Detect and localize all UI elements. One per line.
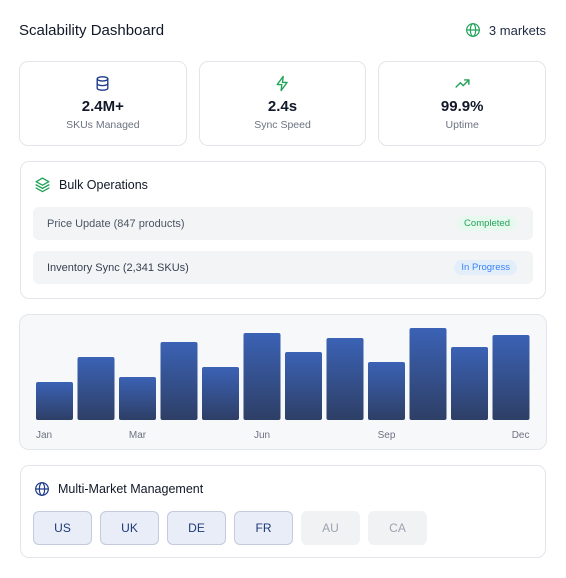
bar-chart-svg: Jan Mar Jun Sep Dec xyxy=(36,328,530,441)
status-badge: In Progress xyxy=(454,260,517,275)
stat-label: Uptime xyxy=(445,119,479,131)
bar-oct[interactable] xyxy=(409,328,447,420)
stats-row: 2.4M+ SKUs Managed 2.4s Sync Speed 99.9%… xyxy=(19,61,547,146)
status-badge: Completed xyxy=(457,216,517,231)
globe-icon xyxy=(465,23,480,37)
multi-market-header: Multi-Market Management xyxy=(34,481,203,497)
bar-jun[interactable] xyxy=(243,333,281,420)
stat-value: 99.9% xyxy=(440,98,484,115)
multi-market-panel: Multi-Market Management US UK DE FR AU CA xyxy=(20,465,546,558)
bar-jul[interactable] xyxy=(285,352,322,420)
globe-icon xyxy=(35,482,49,496)
stat-label: SKUs Managed xyxy=(66,119,140,131)
bulk-operations-panel: Bulk Operations Price Update (847 produc… xyxy=(20,161,546,299)
bar-feb[interactable] xyxy=(77,357,115,420)
operation-row[interactable]: Price Update (847 products) Completed xyxy=(33,207,533,240)
bar-apr[interactable] xyxy=(160,342,198,420)
bar-sep[interactable] xyxy=(368,362,405,420)
markets-indicator[interactable]: 3 markets xyxy=(465,22,546,38)
layers-icon xyxy=(35,177,50,193)
database-icon xyxy=(96,76,109,91)
trending-up-icon xyxy=(455,79,470,88)
dashboard-header: Scalability Dashboard 3 markets xyxy=(19,18,546,42)
market-chip-fr[interactable]: FR xyxy=(234,511,293,545)
bar-nov[interactable] xyxy=(451,347,488,420)
tick-label-dec: Dec xyxy=(512,430,530,441)
bar-jan[interactable] xyxy=(36,382,73,420)
lightning-icon xyxy=(276,75,288,92)
bulk-operations-header: Bulk Operations xyxy=(34,176,148,193)
stat-card-sync: 2.4s Sync Speed xyxy=(198,61,367,146)
stat-value: 2.4s xyxy=(267,98,298,115)
markets-count: 3 markets xyxy=(488,22,546,38)
bar-aug[interactable] xyxy=(326,338,364,420)
tick-label-jun: Jun xyxy=(254,430,270,441)
bulk-operations-title: Bulk Operations xyxy=(59,177,148,192)
tick-label-jan: Jan xyxy=(36,430,52,441)
operation-row[interactable]: Inventory Sync (2,341 SKUs) In Progress xyxy=(33,251,533,284)
page-title: Scalability Dashboard xyxy=(19,21,165,39)
market-chips: US UK DE FR AU CA xyxy=(33,511,427,545)
bar-mar[interactable] xyxy=(119,377,156,420)
stat-card-uptime: 99.9% Uptime xyxy=(378,61,547,146)
market-chip-ca[interactable]: CA xyxy=(368,511,427,545)
bar-may[interactable] xyxy=(202,367,239,420)
operation-name: Price Update (847 products) xyxy=(47,217,185,230)
market-chip-au[interactable]: AU xyxy=(301,511,360,545)
stat-label: Sync Speed xyxy=(254,119,311,131)
market-chip-us[interactable]: US xyxy=(33,511,92,545)
stat-card-skus: 2.4M+ SKUs Managed xyxy=(19,61,187,146)
monthly-bar-chart: Jan Mar Jun Sep Dec xyxy=(19,314,547,450)
multi-market-title: Multi-Market Management xyxy=(58,482,204,496)
bar-dec[interactable] xyxy=(492,335,530,420)
operation-name: Inventory Sync (2,341 SKUs) xyxy=(47,261,189,274)
tick-label-mar: Mar xyxy=(129,430,147,441)
market-chip-de[interactable]: DE xyxy=(167,511,226,545)
market-chip-uk[interactable]: UK xyxy=(100,511,159,545)
stat-value: 2.4M+ xyxy=(81,98,124,115)
tick-label-sep: Sep xyxy=(378,430,396,441)
